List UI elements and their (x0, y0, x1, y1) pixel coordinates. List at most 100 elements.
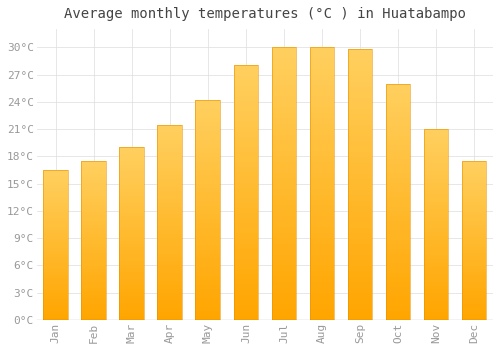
Bar (424, 186, 448, 190)
Bar (348, 276, 372, 282)
Bar (386, 178, 410, 183)
Bar (158, 140, 182, 144)
Bar (234, 152, 258, 157)
Bar (386, 315, 410, 320)
Bar (158, 199, 182, 203)
Bar (310, 195, 334, 200)
Bar (44, 314, 68, 317)
Bar (234, 289, 258, 295)
Bar (234, 285, 258, 289)
Bar (386, 306, 410, 310)
Bar (310, 162, 334, 167)
Bar (424, 297, 448, 301)
Bar (158, 175, 182, 179)
Bar (196, 236, 220, 241)
Bar (310, 102, 334, 107)
Bar (424, 232, 448, 236)
Bar (310, 178, 334, 184)
Bar (310, 96, 334, 102)
Bar (348, 212, 372, 217)
Bar (234, 142, 258, 147)
Bar (310, 309, 334, 315)
Bar (234, 76, 258, 81)
Bar (386, 282, 410, 287)
Bar (272, 216, 296, 222)
Bar (462, 231, 486, 234)
Bar (348, 125, 372, 130)
Bar (120, 196, 144, 199)
Bar (82, 250, 106, 253)
Bar (158, 293, 182, 296)
Bar (424, 163, 448, 167)
Bar (234, 121, 258, 127)
Bar (310, 200, 334, 205)
Bar (424, 289, 448, 293)
Bar (44, 239, 68, 242)
Bar (196, 131, 220, 135)
Bar (424, 251, 448, 255)
Bar (196, 263, 220, 267)
Bar (424, 228, 448, 232)
Bar (196, 188, 220, 193)
Bar (158, 261, 182, 265)
Bar (386, 259, 410, 263)
Bar (386, 202, 410, 206)
Bar (462, 234, 486, 237)
Bar (310, 304, 334, 309)
Bar (120, 279, 144, 282)
Bar (272, 140, 296, 146)
Bar (348, 130, 372, 136)
Bar (82, 199, 106, 202)
Bar (196, 118, 220, 122)
Bar (462, 282, 486, 285)
Bar (44, 191, 68, 194)
Bar (158, 203, 182, 206)
Bar (348, 49, 372, 320)
Bar (44, 287, 68, 290)
Bar (272, 244, 296, 249)
Bar (82, 174, 106, 177)
Bar (120, 164, 144, 168)
Bar (348, 114, 372, 119)
Bar (424, 244, 448, 247)
Bar (44, 251, 68, 254)
Bar (44, 224, 68, 227)
Bar (386, 135, 410, 140)
Bar (196, 135, 220, 140)
Bar (234, 81, 258, 86)
Bar (386, 121, 410, 126)
Bar (272, 211, 296, 216)
Bar (462, 225, 486, 228)
Bar (196, 250, 220, 254)
Bar (196, 276, 220, 280)
Bar (82, 301, 106, 304)
Bar (462, 190, 486, 193)
Bar (82, 202, 106, 205)
Bar (44, 284, 68, 287)
Bar (44, 218, 68, 221)
Bar (120, 230, 144, 234)
Bar (44, 182, 68, 185)
Bar (462, 237, 486, 240)
Bar (424, 129, 448, 320)
Bar (158, 316, 182, 320)
Bar (158, 191, 182, 195)
Bar (44, 275, 68, 278)
Bar (462, 250, 486, 253)
Bar (462, 307, 486, 310)
Bar (272, 200, 296, 205)
Bar (424, 274, 448, 278)
Bar (310, 222, 334, 227)
Bar (158, 164, 182, 168)
Bar (82, 240, 106, 244)
Bar (234, 239, 258, 244)
Bar (272, 47, 296, 53)
Bar (120, 168, 144, 172)
Bar (44, 170, 68, 173)
Bar (348, 108, 372, 114)
Bar (348, 82, 372, 87)
Bar (386, 240, 410, 244)
Bar (158, 226, 182, 230)
Bar (424, 301, 448, 305)
Bar (424, 137, 448, 141)
